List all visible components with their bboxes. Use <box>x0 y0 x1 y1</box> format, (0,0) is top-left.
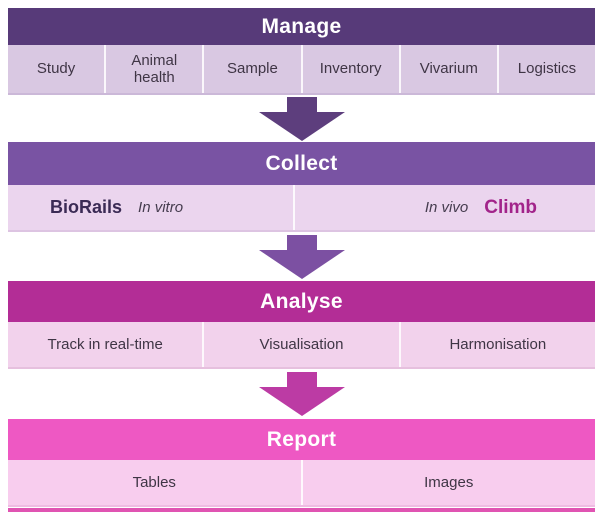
arrow-head <box>258 250 345 279</box>
collect-header: Collect <box>8 142 595 185</box>
manage-item-study: Study <box>36 60 76 78</box>
analyse-header: Analyse <box>8 281 595 322</box>
analyse-title: Analyse <box>260 289 343 313</box>
report-row: Tables Images <box>8 460 595 507</box>
manage-item-animal-health: Animal health <box>104 45 202 93</box>
manage-row: Study Animal health Sample Inventory Viv… <box>8 45 595 95</box>
biorails-brand: BioRails <box>50 197 123 218</box>
arrow-stem <box>286 235 317 250</box>
arrow-stem <box>286 372 317 387</box>
climb-brand: Climb <box>484 196 537 218</box>
collect-row: BioRails In vitro In vivo Climb <box>8 185 595 232</box>
manage-item-sample: Sample <box>202 45 300 93</box>
arrow-head <box>258 387 345 416</box>
arrow-down-icon <box>8 369 595 419</box>
in-vivo-label: In vivo <box>424 198 469 216</box>
manage-item-inventory: Inventory <box>300 45 399 93</box>
report-item-images: Images <box>300 460 596 505</box>
analyse-row: Track in real-time Visualisation Harmoni… <box>8 322 595 369</box>
analyse-item-track: Track in real-time <box>47 335 163 353</box>
arrow-down-icon <box>8 95 595 142</box>
arrow-down-icon <box>8 232 595 281</box>
report-item-tables: Tables <box>132 473 176 491</box>
manage-header: Manage <box>8 8 595 45</box>
analyse-item-visualisation: Visualisation <box>202 322 398 367</box>
manage-item-vivarium: Vivarium <box>398 45 497 93</box>
manage-title: Manage <box>261 14 342 38</box>
arrow-stem <box>286 97 317 112</box>
analyse-item-harmonisation: Harmonisation <box>398 322 595 367</box>
report-header: Report <box>8 419 595 460</box>
collect-item-in-vivo: In vivo Climb <box>292 185 596 230</box>
collect-item-in-vitro: BioRails In vitro <box>8 185 293 230</box>
in-vitro-label: In vitro <box>138 198 184 216</box>
footer-accent-line <box>8 508 595 512</box>
report-title: Report <box>266 427 337 451</box>
manage-item-logistics: Logistics <box>496 45 595 93</box>
collect-title: Collect <box>265 151 338 175</box>
arrow-head <box>258 112 345 141</box>
